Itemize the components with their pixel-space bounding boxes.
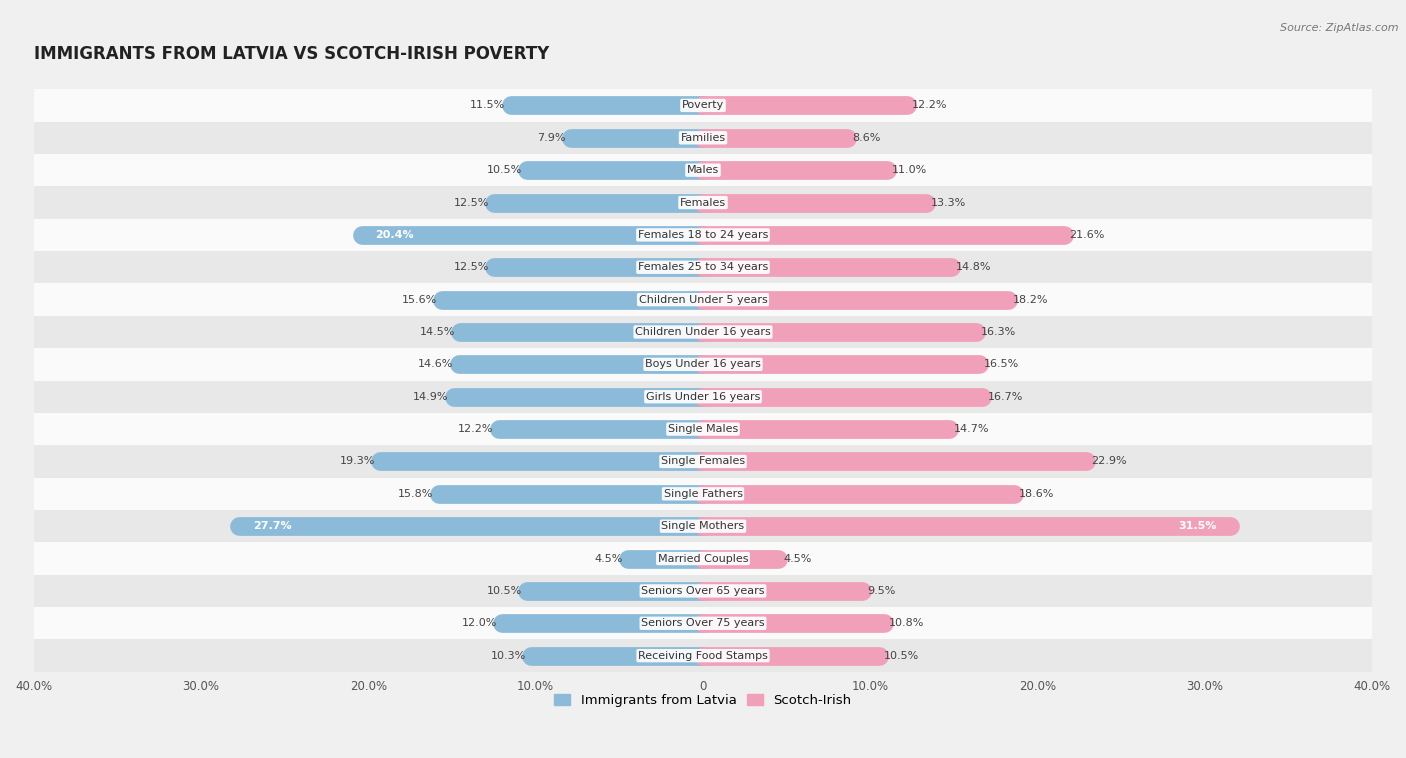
Text: 12.2%: 12.2%: [912, 101, 948, 111]
Text: 14.8%: 14.8%: [956, 262, 991, 272]
Text: Poverty: Poverty: [682, 101, 724, 111]
Bar: [34, 478, 1372, 510]
Bar: [34, 121, 1372, 154]
Text: 19.3%: 19.3%: [340, 456, 375, 466]
Text: 12.2%: 12.2%: [458, 424, 494, 434]
Bar: [34, 640, 1372, 672]
Text: Boys Under 16 years: Boys Under 16 years: [645, 359, 761, 369]
Bar: [34, 251, 1372, 283]
Text: Females 25 to 34 years: Females 25 to 34 years: [638, 262, 768, 272]
Bar: [34, 316, 1372, 348]
Bar: [34, 89, 1372, 121]
Text: 4.5%: 4.5%: [595, 553, 623, 563]
Text: Single Mothers: Single Mothers: [661, 522, 745, 531]
Text: Seniors Over 75 years: Seniors Over 75 years: [641, 619, 765, 628]
Text: Males: Males: [688, 165, 718, 175]
Text: Married Couples: Married Couples: [658, 553, 748, 563]
Text: 14.7%: 14.7%: [955, 424, 990, 434]
Text: 10.5%: 10.5%: [486, 586, 522, 596]
Text: Receiving Food Stamps: Receiving Food Stamps: [638, 650, 768, 661]
Text: Single Females: Single Females: [661, 456, 745, 466]
Text: 9.5%: 9.5%: [868, 586, 896, 596]
Text: 16.7%: 16.7%: [987, 392, 1024, 402]
Text: 10.5%: 10.5%: [884, 650, 920, 661]
Text: 7.9%: 7.9%: [537, 133, 565, 143]
Text: Children Under 5 years: Children Under 5 years: [638, 295, 768, 305]
Bar: [34, 607, 1372, 640]
Text: 12.5%: 12.5%: [453, 262, 489, 272]
Text: 12.5%: 12.5%: [453, 198, 489, 208]
Text: 22.9%: 22.9%: [1091, 456, 1126, 466]
Text: IMMIGRANTS FROM LATVIA VS SCOTCH-IRISH POVERTY: IMMIGRANTS FROM LATVIA VS SCOTCH-IRISH P…: [34, 45, 548, 64]
Text: 18.2%: 18.2%: [1012, 295, 1047, 305]
Text: 15.8%: 15.8%: [398, 489, 433, 499]
Bar: [34, 510, 1372, 543]
Bar: [34, 283, 1372, 316]
Text: Girls Under 16 years: Girls Under 16 years: [645, 392, 761, 402]
Bar: [34, 413, 1372, 445]
Text: Seniors Over 65 years: Seniors Over 65 years: [641, 586, 765, 596]
Bar: [34, 186, 1372, 219]
Text: 16.5%: 16.5%: [984, 359, 1019, 369]
Text: Source: ZipAtlas.com: Source: ZipAtlas.com: [1281, 23, 1399, 33]
Bar: [34, 154, 1372, 186]
Text: 20.4%: 20.4%: [375, 230, 413, 240]
Text: 31.5%: 31.5%: [1178, 522, 1216, 531]
Text: 11.0%: 11.0%: [893, 165, 928, 175]
Bar: [34, 381, 1372, 413]
Text: 14.5%: 14.5%: [420, 327, 456, 337]
Bar: [34, 543, 1372, 575]
Text: Children Under 16 years: Children Under 16 years: [636, 327, 770, 337]
Text: Females 18 to 24 years: Females 18 to 24 years: [638, 230, 768, 240]
Text: 12.0%: 12.0%: [461, 619, 498, 628]
Text: 16.3%: 16.3%: [981, 327, 1017, 337]
Text: 18.6%: 18.6%: [1019, 489, 1054, 499]
Text: 10.8%: 10.8%: [889, 619, 924, 628]
Text: 13.3%: 13.3%: [931, 198, 966, 208]
Text: 27.7%: 27.7%: [253, 522, 291, 531]
Text: Single Fathers: Single Fathers: [664, 489, 742, 499]
Text: 10.5%: 10.5%: [486, 165, 522, 175]
Text: Families: Families: [681, 133, 725, 143]
Text: Single Males: Single Males: [668, 424, 738, 434]
Text: 14.9%: 14.9%: [413, 392, 449, 402]
Bar: [34, 445, 1372, 478]
Text: 11.5%: 11.5%: [470, 101, 506, 111]
Legend: Immigrants from Latvia, Scotch-Irish: Immigrants from Latvia, Scotch-Irish: [550, 689, 856, 713]
Bar: [34, 348, 1372, 381]
Text: 4.5%: 4.5%: [783, 553, 811, 563]
Bar: [34, 219, 1372, 251]
Text: 15.6%: 15.6%: [402, 295, 437, 305]
Text: 14.6%: 14.6%: [418, 359, 454, 369]
Text: 10.3%: 10.3%: [491, 650, 526, 661]
Bar: [34, 575, 1372, 607]
Text: 8.6%: 8.6%: [852, 133, 880, 143]
Text: 21.6%: 21.6%: [1070, 230, 1105, 240]
Text: Females: Females: [681, 198, 725, 208]
